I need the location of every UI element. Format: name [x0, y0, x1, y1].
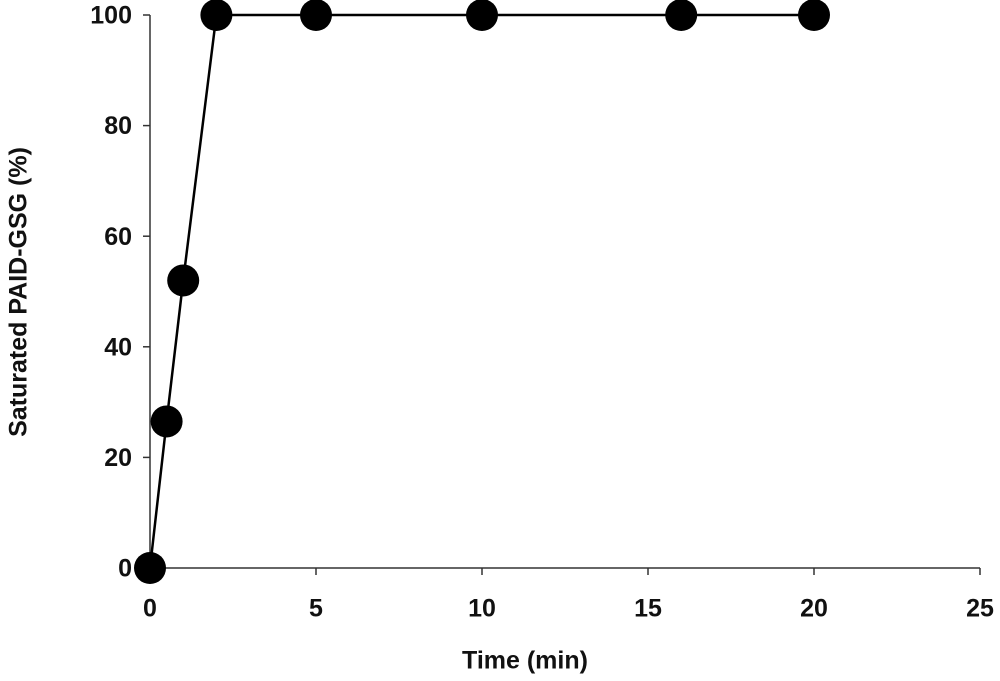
y-axis-label: Saturated PAID-GSG (%) — [5, 147, 33, 437]
x-tick-label: 25 — [966, 595, 994, 623]
data-point — [665, 0, 698, 31]
data-point — [134, 552, 166, 584]
x-axis-label: Time (min) — [462, 647, 588, 675]
y-tick-label: 0 — [118, 555, 132, 583]
data-point — [150, 405, 183, 438]
y-tick-label: 20 — [104, 444, 132, 472]
x-tick-label: 0 — [143, 595, 157, 623]
data-point — [798, 0, 830, 31]
x-tick-label: 15 — [634, 595, 662, 623]
y-tick-label: 100 — [90, 2, 132, 30]
x-tick-label: 5 — [309, 595, 323, 623]
series-line — [148, 13, 814, 569]
x-tick-label: 20 — [800, 595, 828, 623]
data-point — [300, 0, 332, 31]
x-tick-label: 10 — [468, 595, 496, 623]
data-point — [167, 264, 200, 297]
data-point — [466, 0, 498, 31]
y-tick-label: 80 — [104, 112, 132, 140]
y-tick-label: 60 — [104, 223, 132, 251]
y-tick-label: 40 — [104, 333, 132, 361]
data-point — [200, 0, 233, 31]
